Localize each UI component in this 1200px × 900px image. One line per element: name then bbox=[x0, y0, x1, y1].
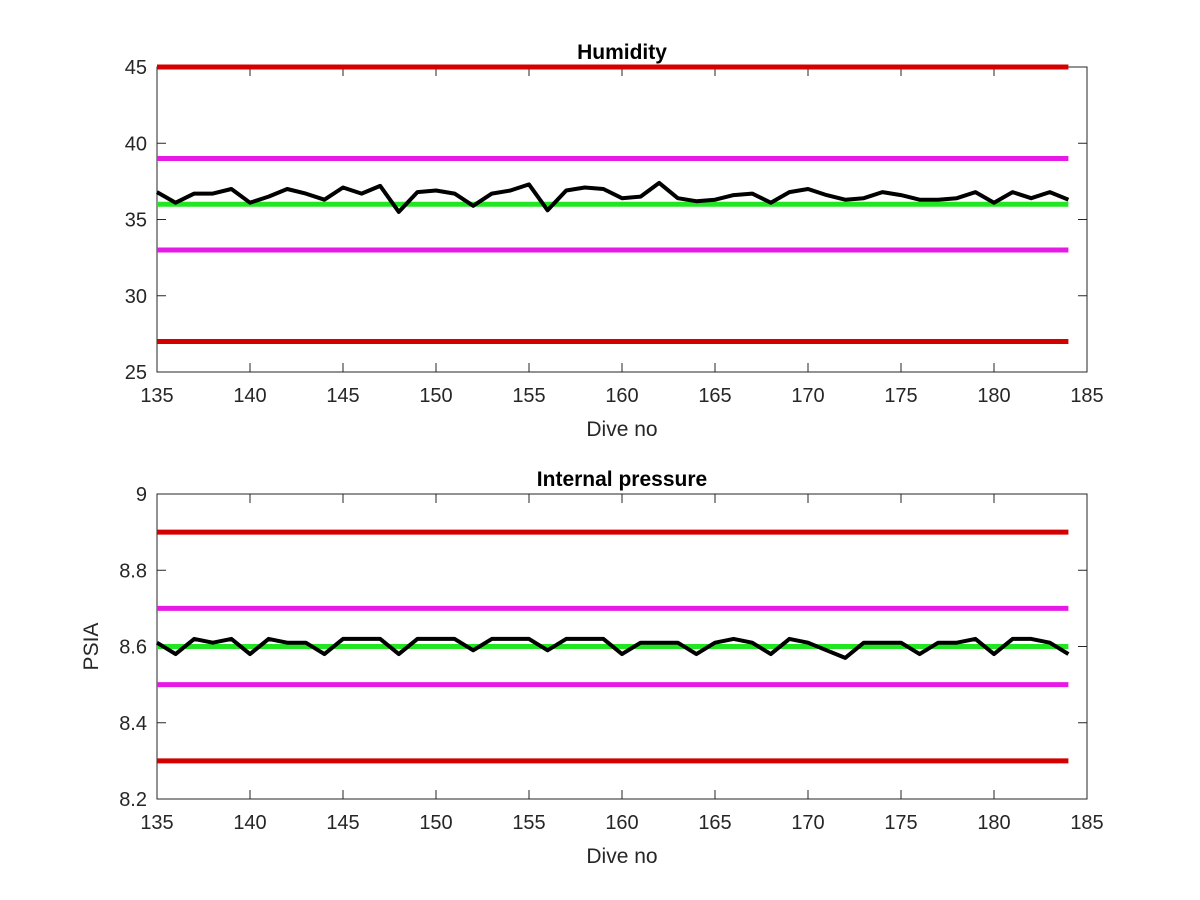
x-axis-label: Dive no bbox=[586, 418, 657, 441]
y-tick-label: 25 bbox=[125, 362, 147, 384]
x-tick-label: 175 bbox=[884, 812, 917, 834]
chart-panel-2: 135 140 145 150 155 160 165 170 175 180 185 8.2 8.4 8… bbox=[80, 468, 1104, 868]
x-axis-label: Dive no bbox=[586, 845, 657, 868]
x-tick-label: 170 bbox=[791, 385, 824, 407]
chart-title: Internal pressure bbox=[537, 468, 707, 491]
chart-title: Humidity bbox=[577, 41, 667, 64]
x-tick-label: 135 bbox=[140, 812, 173, 834]
x-tick-label: 170 bbox=[791, 812, 824, 834]
series-line bbox=[155, 636, 1070, 660]
x-tick-label: 150 bbox=[419, 812, 452, 834]
x-tick-label: 165 bbox=[698, 385, 731, 407]
x-tick-label: 185 bbox=[1070, 385, 1103, 407]
y-tick-label: 40 bbox=[125, 133, 147, 155]
x-tick-label: 145 bbox=[326, 385, 359, 407]
x-tick-label: 155 bbox=[512, 812, 545, 834]
x-tick-label: 180 bbox=[977, 812, 1010, 834]
x-tick-label: 155 bbox=[512, 385, 545, 407]
x-tick-label: 160 bbox=[605, 812, 638, 834]
chart-panel-1: 135 140 145 150 155 160 165 170 175 180 185 25 30 35 4… bbox=[125, 41, 1104, 441]
x-tick-label: 150 bbox=[419, 385, 452, 407]
series-line bbox=[156, 180, 1070, 214]
x-tick-label: 165 bbox=[698, 812, 731, 834]
y-tick-label: 45 bbox=[125, 57, 147, 79]
x-tick-label: 145 bbox=[326, 812, 359, 834]
x-tick-label: 140 bbox=[233, 812, 266, 834]
y-tick-label: 35 bbox=[125, 210, 147, 232]
x-tick-label: 140 bbox=[233, 385, 266, 407]
x-tick-label: 135 bbox=[140, 385, 173, 407]
x-tick-label: 180 bbox=[977, 385, 1010, 407]
y-tick-label: 8.2 bbox=[119, 789, 147, 811]
axes-box bbox=[156, 66, 1088, 373]
x-tick-label: 160 bbox=[605, 385, 638, 407]
y-tick-label: 8.4 bbox=[119, 713, 147, 735]
x-tick-label: 175 bbox=[884, 385, 917, 407]
y-tick-label: 8.6 bbox=[119, 637, 147, 659]
y-tick-label: 9 bbox=[136, 484, 147, 506]
y-axis-label: PSIA bbox=[80, 623, 103, 671]
y-tick-label: 8.8 bbox=[119, 560, 147, 582]
y-tick-label: 30 bbox=[125, 286, 147, 308]
x-tick-label: 185 bbox=[1070, 812, 1103, 834]
